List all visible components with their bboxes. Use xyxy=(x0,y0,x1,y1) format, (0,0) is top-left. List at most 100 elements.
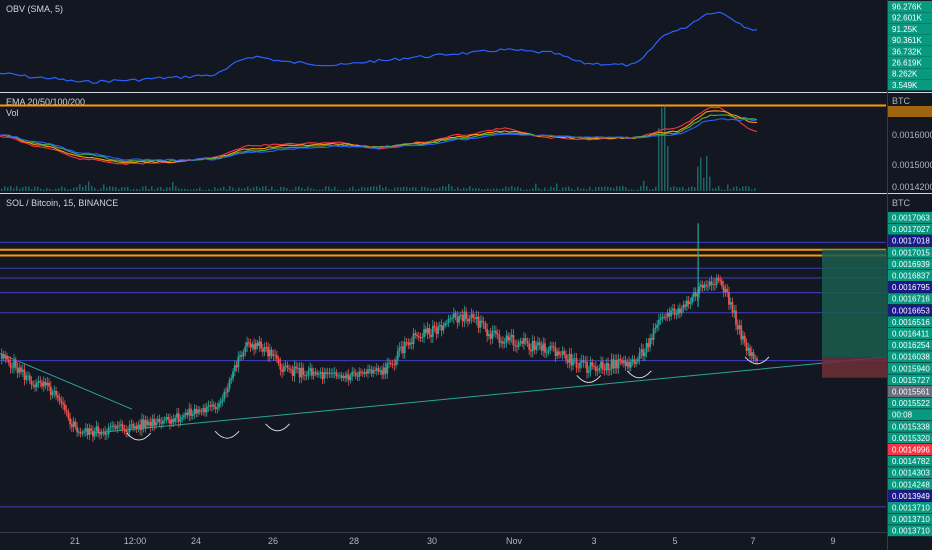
candle-body xyxy=(477,316,480,328)
position-loss-zone[interactable] xyxy=(822,357,888,378)
volume-bar xyxy=(385,186,387,191)
candle-body xyxy=(300,367,303,378)
ema-price-axis[interactable]: 0.0016000 0.0015000 0.0014200 xyxy=(888,106,932,192)
volume-bar xyxy=(148,189,150,191)
price-tag[interactable] xyxy=(888,362,932,374)
volume-bar xyxy=(694,187,696,191)
price-tag[interactable] xyxy=(888,374,932,386)
volume-bar xyxy=(499,189,501,191)
candle-body xyxy=(502,341,504,344)
trendlines-layer xyxy=(0,352,887,434)
price-tag[interactable] xyxy=(888,304,932,316)
price-tag[interactable] xyxy=(888,258,932,270)
candle-body xyxy=(638,352,641,360)
support-arc xyxy=(265,423,290,432)
volume-bar xyxy=(418,189,420,191)
obv-axis-label: 8.262K xyxy=(892,70,918,79)
candle-body xyxy=(565,354,567,360)
price-tag[interactable] xyxy=(888,478,932,490)
position-tool-layer[interactable] xyxy=(822,249,888,378)
obv-price-axis[interactable]: 96.276K 92.601K 91.25K 90.361K 36.732K 26.619… xyxy=(888,1,932,91)
price-tag[interactable] xyxy=(888,467,932,479)
price-tag[interactable] xyxy=(888,235,932,247)
candle-body xyxy=(551,346,553,348)
candle-body xyxy=(559,354,562,356)
price-tag[interactable] xyxy=(888,455,932,467)
candle-body xyxy=(449,318,452,320)
candle-body xyxy=(614,359,616,369)
candle-body xyxy=(279,363,282,370)
volume-bar xyxy=(208,188,210,191)
price-tag[interactable] xyxy=(888,328,932,339)
volume-bar xyxy=(79,184,81,191)
position-profit-zone[interactable] xyxy=(822,249,888,358)
volume-bar xyxy=(751,189,753,191)
candle-body xyxy=(127,431,129,433)
price-tag-label: 0.0015940 xyxy=(892,364,930,373)
candle-body xyxy=(284,365,287,367)
price-tag[interactable] xyxy=(888,351,932,363)
candle-body xyxy=(700,284,702,287)
candle-body xyxy=(158,418,161,423)
price-tag-label: 0.0016653 xyxy=(892,306,930,315)
candle-body xyxy=(712,284,715,285)
candle-body xyxy=(30,380,33,385)
price-tag[interactable] xyxy=(888,432,932,444)
price-tag[interactable] xyxy=(888,502,932,513)
price-tag[interactable] xyxy=(888,212,932,223)
volume-bar xyxy=(679,187,681,191)
candle-body xyxy=(214,406,217,409)
candle-body xyxy=(13,359,15,368)
candle-body xyxy=(686,300,688,307)
candle-body xyxy=(111,425,114,427)
candle-body xyxy=(537,342,539,346)
candle-body xyxy=(148,422,150,426)
volume-bar xyxy=(7,187,9,191)
price-tag[interactable] xyxy=(888,316,932,328)
candle-body xyxy=(340,375,343,378)
price-tag[interactable] xyxy=(888,490,932,502)
candle-body xyxy=(728,292,730,305)
price-tag[interactable] xyxy=(888,246,932,258)
candle-body xyxy=(190,408,192,416)
time-axis[interactable]: 21 12:00 24 26 28 30 Nov 3 5 7 9 xyxy=(70,536,836,546)
price-tag[interactable] xyxy=(888,223,932,235)
price-tag[interactable] xyxy=(888,444,932,455)
volume-bar xyxy=(415,187,417,191)
volume-bar xyxy=(52,189,54,191)
price-tag[interactable] xyxy=(888,420,932,432)
price-tag-label: 0.0013710 xyxy=(892,527,930,536)
main-axis-currency: BTC xyxy=(892,198,911,208)
price-tag[interactable] xyxy=(888,270,932,281)
candle-body xyxy=(223,391,226,400)
candle-body xyxy=(580,360,583,363)
candle-body xyxy=(480,320,483,323)
volume-bar xyxy=(511,186,513,191)
candle-body xyxy=(714,284,716,285)
price-tag[interactable] xyxy=(888,339,932,351)
volume-bar xyxy=(463,187,465,191)
candle-body xyxy=(496,333,499,336)
support-arc xyxy=(214,430,240,439)
volume-bar xyxy=(154,189,156,191)
price-tag[interactable] xyxy=(888,525,932,537)
price-tag[interactable] xyxy=(888,386,932,397)
candle-body xyxy=(482,322,485,324)
price-tag[interactable] xyxy=(888,293,932,305)
volume-bar xyxy=(562,187,564,191)
candle-body xyxy=(63,404,66,411)
volume-bar xyxy=(445,186,447,191)
main-price-axis[interactable]: 0.0017063 0.0017027 0.0017018 0.0017015 0.00… xyxy=(888,212,932,537)
volume-bar xyxy=(700,157,702,191)
price-tag[interactable] xyxy=(888,281,932,293)
volume-bar xyxy=(697,166,699,191)
volume-bar xyxy=(574,189,576,191)
candle-body xyxy=(144,420,147,428)
price-tag[interactable] xyxy=(888,513,932,525)
candle-body xyxy=(325,372,327,374)
price-tag[interactable] xyxy=(888,409,932,421)
price-tag[interactable] xyxy=(888,397,932,409)
volume-bar xyxy=(547,189,549,191)
